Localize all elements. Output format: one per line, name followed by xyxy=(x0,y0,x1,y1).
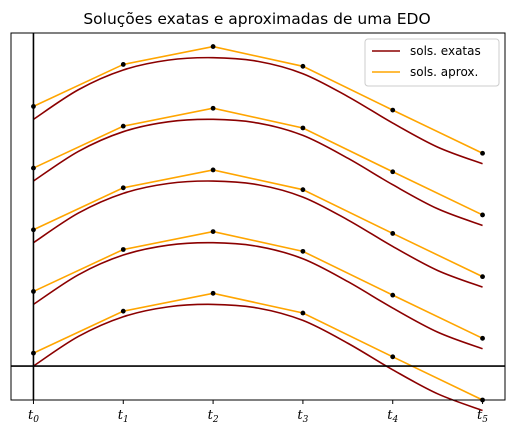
approx-point-2-4 xyxy=(390,292,396,298)
approx-point-1-2 xyxy=(210,290,216,296)
approx-point-1-3 xyxy=(300,310,306,316)
x-tick-label-3: t3 xyxy=(297,408,308,425)
approx-point-3-3 xyxy=(300,187,306,193)
x-axis-ticks: t0 t1 t2 t3 t4 t5 xyxy=(28,400,488,425)
legend: sols. exatas sols. aprox. xyxy=(364,38,500,87)
exact-solution-line-3 xyxy=(33,180,483,288)
plot-frame xyxy=(10,32,506,401)
approx-point-1-4 xyxy=(390,354,396,360)
x-tick-label-5: t5 xyxy=(477,408,488,425)
approx-point-2-5 xyxy=(480,335,485,341)
approx-point-2-2 xyxy=(210,229,216,235)
approx-point-5-1 xyxy=(120,62,126,67)
approx-point-5-2 xyxy=(210,44,216,49)
approx-point-5-3 xyxy=(300,63,306,69)
approx-point-4-4 xyxy=(390,169,396,175)
x-tick-label-4: t4 xyxy=(387,408,398,425)
approx-point-5-4 xyxy=(390,107,396,113)
approx-point-4-5 xyxy=(480,212,485,218)
exact-solution-line-2 xyxy=(33,241,483,350)
legend-label-exact: sols. exatas xyxy=(410,44,481,58)
legend-label-approx: sols. aprox. xyxy=(410,65,478,79)
approx-point-4-1 xyxy=(120,123,126,129)
x-tick-label-0: t0 xyxy=(28,408,39,425)
exact-solution-line-4 xyxy=(33,118,483,227)
approx-solution-line-1 xyxy=(33,292,483,401)
approx-solution-line-4 xyxy=(33,107,483,216)
x-tick-label-1: t1 xyxy=(118,408,129,425)
approx-point-4-2 xyxy=(210,105,216,111)
exact-solution-line-1 xyxy=(33,303,483,412)
approx-solution-line-3 xyxy=(33,169,483,278)
approx-point-5-5 xyxy=(480,150,485,156)
approx-solution-line-5 xyxy=(33,45,483,155)
x-tick-label-2: t2 xyxy=(208,408,219,425)
approx-solution-line-2 xyxy=(33,230,483,340)
approx-point-3-2 xyxy=(210,167,216,173)
plot-area xyxy=(11,33,505,412)
approx-point-3-1 xyxy=(120,185,126,191)
approx-point-3-4 xyxy=(390,231,396,236)
approx-point-3-5 xyxy=(480,274,485,280)
exact-solution-line-5 xyxy=(33,56,483,165)
approx-point-1-1 xyxy=(120,308,126,314)
approx-point-2-1 xyxy=(120,247,126,252)
approx-point-2-3 xyxy=(300,248,306,254)
chart-title: Soluções exatas e aproximadas de uma EDO xyxy=(83,10,430,28)
approx-point-4-3 xyxy=(300,125,306,131)
